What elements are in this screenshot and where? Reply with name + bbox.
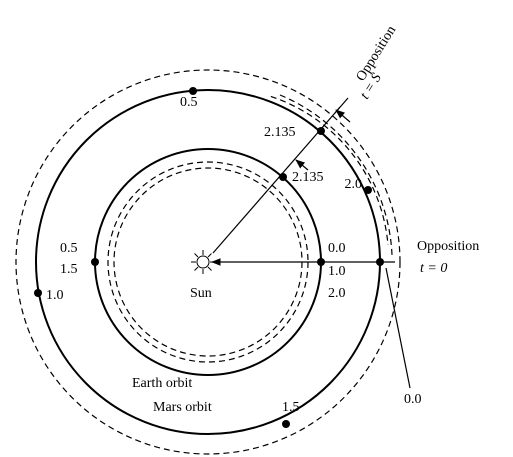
outer-dashed-orbit <box>15 69 401 455</box>
opposition-label: Opposition <box>417 239 479 254</box>
mars-point-label: 0.5 <box>180 95 198 110</box>
mars-point-label: 1.0 <box>46 288 64 303</box>
mars-point-label: 2.0 <box>345 177 363 192</box>
leader-line <box>385 267 411 389</box>
earth-point-label: 2.0 <box>328 286 346 301</box>
t-label: t = 0 <box>420 261 447 276</box>
points <box>34 87 384 428</box>
sun-icon <box>191 250 215 274</box>
sun-label: Sun <box>190 286 212 301</box>
mars-point-label: 1.5 <box>282 400 300 415</box>
dashed-arc-outer <box>279 94 393 256</box>
earth-orbit-label: Earth orbit <box>132 376 192 391</box>
mars-point-label: 0.0 <box>404 392 422 407</box>
earth-point-label: 0.5 <box>60 241 78 256</box>
arrow <box>295 159 309 171</box>
mars-point-label: 2.135 <box>264 125 296 140</box>
earth-point-label: 0.0 <box>328 241 346 256</box>
arrow <box>335 109 351 123</box>
earth-point-label: 2.135 <box>292 170 324 185</box>
mars-orbit-label: Mars orbit <box>153 400 212 415</box>
earth-point-label: 1.5 <box>60 262 78 277</box>
earth-point-label: 1.0 <box>328 264 346 279</box>
dashed-arc <box>270 95 389 246</box>
